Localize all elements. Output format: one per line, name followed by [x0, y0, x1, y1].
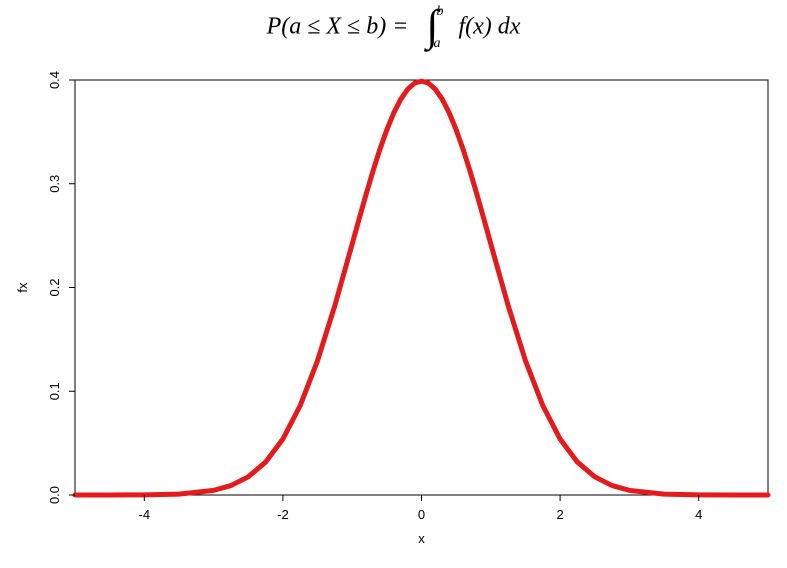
x-tick-label: -2 [277, 507, 289, 522]
x-tick-label: 0 [418, 507, 425, 522]
x-axis-label: x [418, 531, 425, 546]
y-tick-label: 0.4 [47, 71, 62, 89]
x-tick-label: 4 [695, 507, 702, 522]
y-tick-label: 0.1 [47, 382, 62, 400]
y-tick-label: 0.2 [47, 278, 62, 296]
y-tick-label: 0.0 [47, 486, 62, 504]
x-tick-label: 2 [556, 507, 563, 522]
x-axis-ticks: -4 -2 0 2 4 [139, 495, 703, 522]
density-curve [75, 81, 768, 495]
density-plot: -4 -2 0 2 4 0.0 0.1 0.2 0.3 0.4 x fx [0, 0, 787, 568]
y-axis-ticks: 0.0 0.1 0.2 0.3 0.4 [47, 71, 75, 504]
x-tick-label: -4 [139, 507, 151, 522]
plot-frame [75, 80, 768, 495]
y-axis-label: fx [15, 282, 30, 293]
y-tick-label: 0.3 [47, 175, 62, 193]
